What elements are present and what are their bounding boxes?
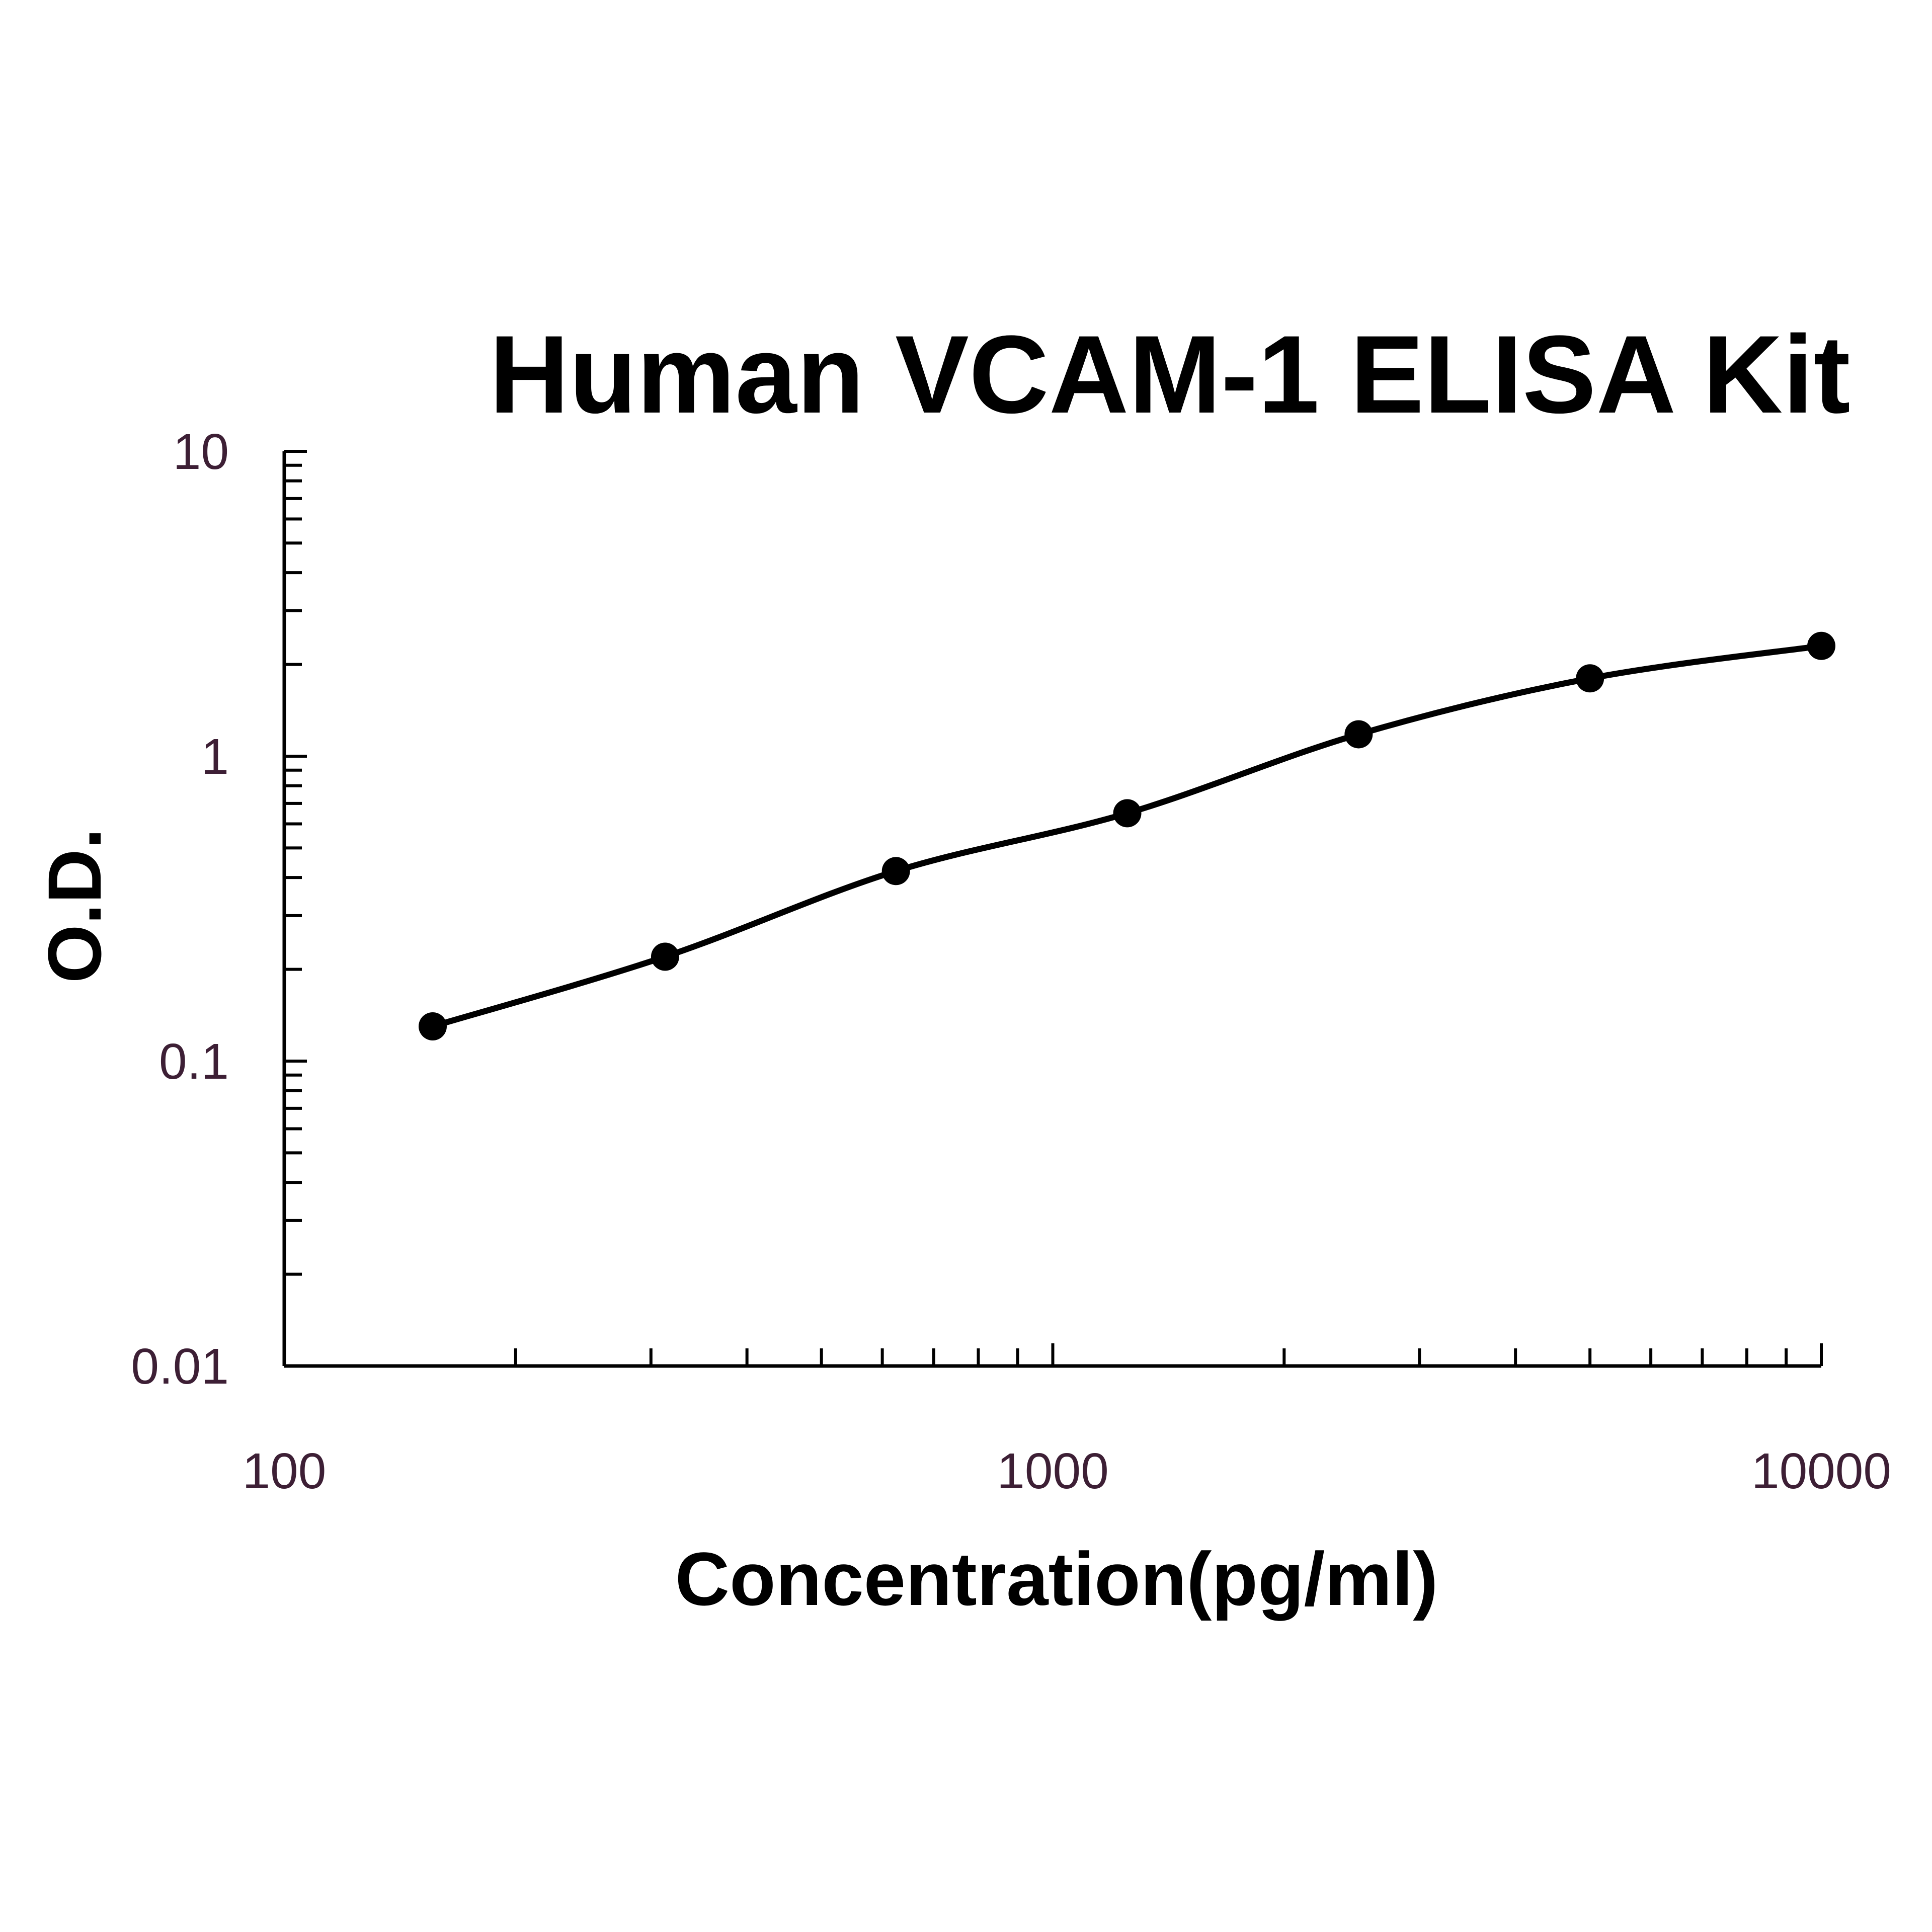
y-axis-ticks	[284, 450, 307, 1367]
x-tick-label: 100	[243, 1443, 327, 1499]
y-axis-tick-labels: 0.01 0.1 1 10	[131, 424, 229, 1395]
data-point	[1113, 799, 1142, 828]
chart-title: Human VCAM-1 ELISA Kit	[489, 312, 1850, 436]
data-series	[418, 631, 1835, 1040]
x-axis-label: Concentration(pg/ml)	[675, 1537, 1438, 1621]
y-tick-label: 10	[173, 424, 229, 480]
x-tick-label: 10000	[1751, 1443, 1891, 1499]
data-point	[651, 942, 679, 971]
fit-curve	[432, 642, 1822, 1029]
x-tick-label: 1000	[997, 1443, 1108, 1499]
data-point	[1344, 720, 1373, 749]
y-tick-label: 0.1	[159, 1033, 229, 1090]
data-point	[1807, 631, 1835, 660]
y-axis-label: O.D.	[32, 828, 117, 983]
x-axis-ticks	[514, 1343, 1823, 1366]
data-point	[881, 857, 910, 886]
x-axis-tick-labels: 100 1000 10000	[243, 1443, 1891, 1499]
y-tick-label: 1	[201, 729, 229, 785]
data-point	[1576, 664, 1604, 693]
axes	[282, 451, 1821, 1368]
y-tick-label: 0.01	[131, 1338, 229, 1395]
data-point	[418, 1012, 447, 1040]
